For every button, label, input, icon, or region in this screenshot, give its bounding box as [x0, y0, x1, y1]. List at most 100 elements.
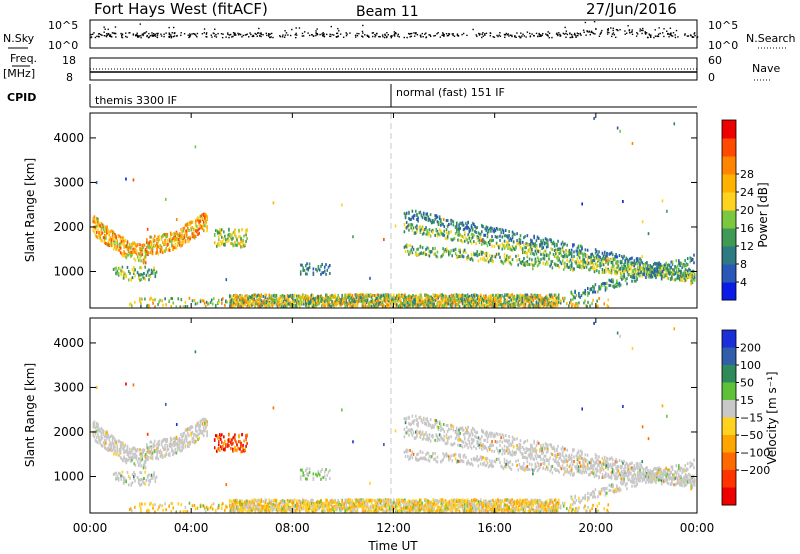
power-cell: [245, 239, 247, 243]
power-cell: [446, 249, 449, 253]
power-cell: [409, 295, 411, 299]
power-cell: [148, 241, 150, 245]
power-cell: [234, 240, 236, 244]
velocity-cell: [107, 435, 109, 439]
power-cell: [193, 227, 196, 231]
power-cell: [470, 241, 473, 245]
nsky-point: [356, 32, 358, 35]
power-cell: [194, 145, 197, 149]
power-cell: [122, 270, 125, 274]
power-cell: [676, 271, 679, 275]
power-cell: [144, 251, 147, 255]
power-cell: [110, 229, 113, 233]
power-cell: [473, 233, 475, 237]
power-cell: [123, 251, 125, 255]
power-cell: [126, 241, 129, 245]
power-cell: [102, 228, 105, 232]
nsky-point: [639, 28, 641, 30]
power-cell: [148, 274, 150, 278]
power-cell: [244, 298, 246, 302]
power-cell: [440, 218, 442, 222]
power-cell: [354, 296, 357, 300]
power-cell: [224, 303, 226, 307]
power-cell: [478, 298, 481, 302]
power-cell: [113, 237, 115, 241]
power-cell: [529, 241, 532, 245]
power-cell: [644, 262, 647, 266]
power-cell: [149, 297, 151, 301]
power-cell: [238, 296, 240, 300]
power-cell: [643, 270, 646, 274]
power-cell: [321, 304, 323, 308]
power-cell: [524, 246, 526, 250]
power-cell: [632, 269, 634, 273]
power-cell: [651, 270, 654, 274]
power-cell: [532, 244, 534, 248]
nsky-point: [476, 35, 478, 38]
power-cell: [333, 300, 335, 304]
power-cell: [112, 267, 115, 271]
nsky-point: [322, 33, 325, 36]
nsky-point: [268, 36, 271, 39]
power-cell: [684, 259, 686, 263]
nsky-point: [433, 35, 435, 37]
power-cell: [581, 247, 583, 251]
power-cell: [515, 302, 518, 306]
power-cell: [376, 293, 379, 297]
power-cell: [105, 229, 107, 233]
power-cell: [312, 273, 315, 277]
nsky-point: [339, 33, 342, 35]
velocity-cell: [122, 458, 124, 462]
power-cell: [547, 302, 550, 306]
power-cell: [539, 260, 541, 264]
power-cell: [527, 298, 530, 302]
power-cell: [656, 273, 658, 277]
velocity-cell: [114, 438, 116, 442]
power-cell: [576, 264, 579, 268]
power-cell: [545, 260, 548, 264]
power-cell: [685, 264, 688, 268]
nsky-point: [693, 33, 695, 35]
power-cell: [526, 298, 529, 302]
power-cell: [585, 254, 588, 258]
nsky-point: [191, 33, 193, 35]
nsky-point: [478, 34, 481, 36]
power-cell: [450, 293, 453, 297]
velocity-cell: [122, 447, 124, 451]
power-cell: [129, 302, 132, 306]
power-cell: [471, 227, 474, 231]
power-cell: [322, 302, 324, 306]
nsky-strip: N.Sky 10^5 10^0 10^5 10^0 N.Search: [3, 19, 796, 52]
power-cell: [452, 249, 455, 253]
power-cell: [610, 269, 613, 273]
power-cell: [397, 299, 399, 303]
power-cell: [465, 304, 468, 308]
power-cell: [492, 259, 494, 263]
power-cell: [424, 217, 426, 221]
power-cell: [471, 221, 474, 225]
power-cell: [365, 293, 368, 297]
power-cell: [631, 279, 633, 283]
power-cell: [657, 261, 660, 265]
power-cell: [672, 270, 674, 274]
power-cell: [174, 232, 177, 236]
power-cell: [427, 300, 429, 304]
power-cell: [135, 244, 138, 248]
power-cell: [482, 297, 484, 301]
power-cell: [672, 268, 674, 272]
power-cell: [331, 296, 333, 300]
power-cell: [666, 276, 669, 280]
power-cell: [644, 266, 647, 270]
power-cell: [517, 263, 520, 267]
power-cell: [660, 264, 663, 268]
power-cell: [409, 303, 411, 307]
power-cell: [359, 299, 362, 303]
power-cell: [432, 230, 434, 234]
power-cell: [143, 249, 146, 253]
power-cell: [201, 225, 204, 229]
power-cell: [410, 226, 413, 230]
power-cell: [448, 252, 450, 256]
nsky-point: [259, 32, 261, 34]
power-cell: [479, 298, 482, 302]
